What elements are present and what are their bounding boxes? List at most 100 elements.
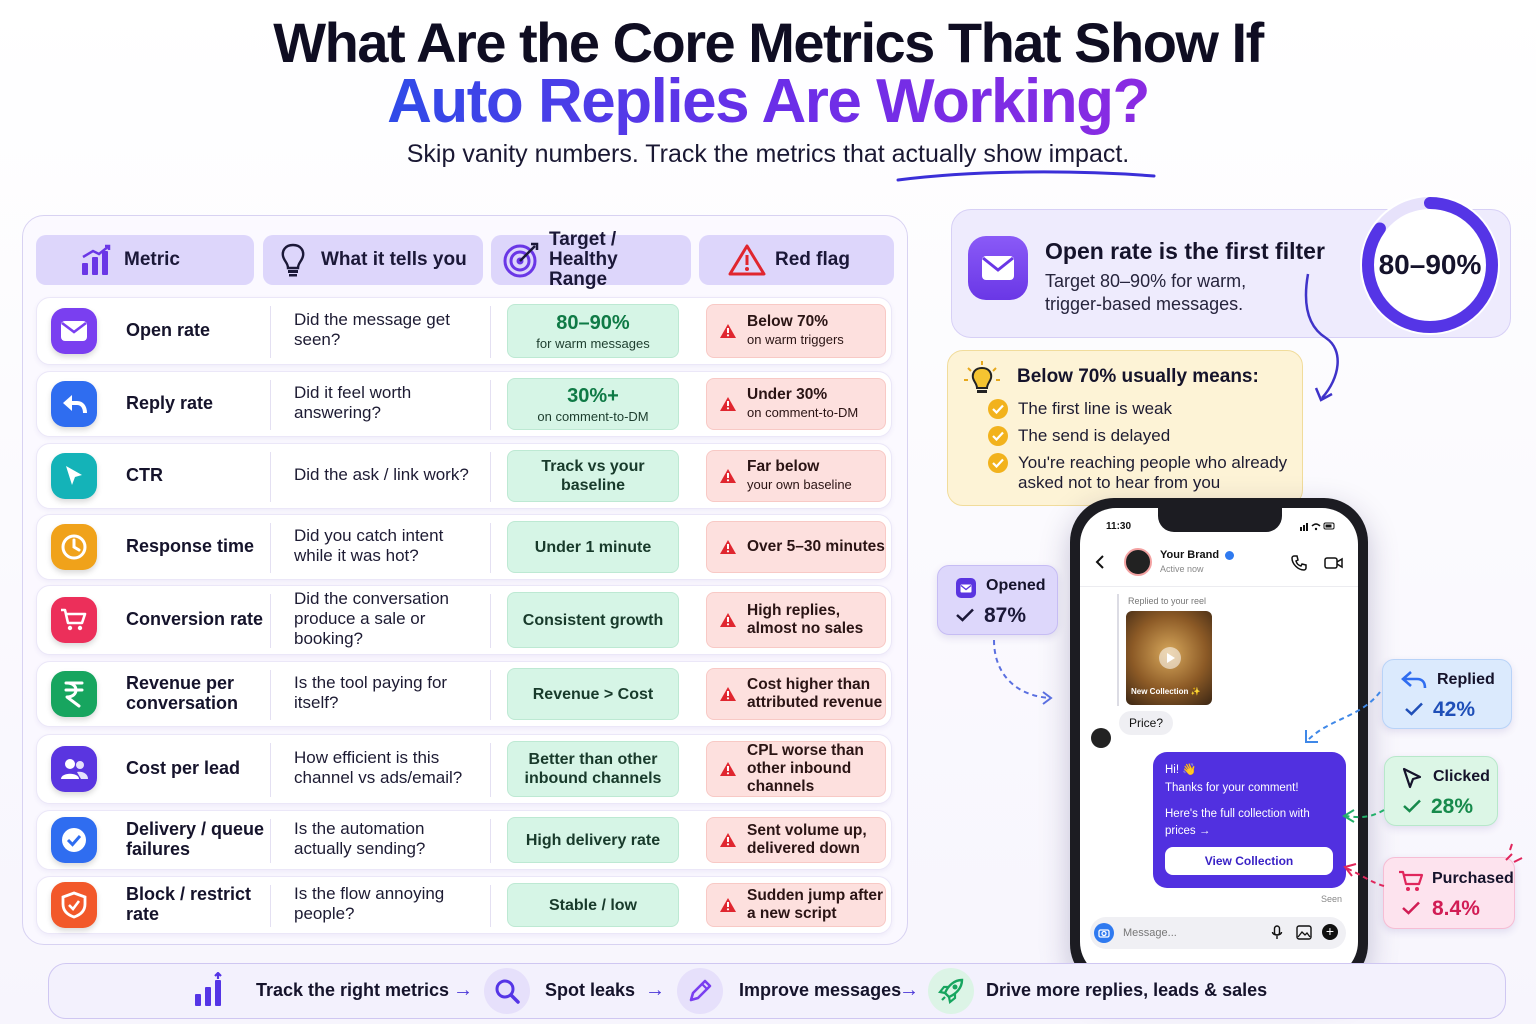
auto-reply-line2: Here's the full collection with prices → <box>1165 808 1310 837</box>
metric-question: Is the automation actually sending? <box>294 819 426 858</box>
warning-icon <box>719 323 741 339</box>
check-icon <box>956 608 974 627</box>
auto-reply-greeting: Hi! 👋 <box>1165 764 1197 776</box>
column-divider <box>490 452 491 502</box>
video-call-icon[interactable] <box>1324 555 1344 576</box>
table-row: Open rate Did the message get seen? 80–90%… <box>36 297 892 365</box>
check-icon <box>988 453 1008 473</box>
microphone-icon[interactable] <box>1271 925 1283 946</box>
footer-step-2: Spot leaks <box>545 980 636 1000</box>
page-title-line2: Auto Replies Are Working? <box>387 67 1150 136</box>
warning-icon <box>719 396 741 412</box>
column-divider <box>270 523 271 573</box>
column-divider <box>270 885 271 927</box>
warning-icon <box>719 468 741 484</box>
target-range: Consistent growth <box>507 592 679 648</box>
metric-question: Did it feel worth answering? <box>294 383 412 422</box>
red-flag-sub: on comment-to-DM <box>747 405 859 420</box>
metric-name: Conversion rate <box>126 609 264 629</box>
page-title-line1: What Are the Core Metrics That Show If <box>273 11 1264 74</box>
reel-caption: New Collection ✨ <box>1131 687 1201 696</box>
below-70-card-title: Below 70% usually means: <box>1017 366 1259 387</box>
warning-icon <box>719 761 741 777</box>
envelope-icon <box>51 308 97 354</box>
camera-icon[interactable] <box>1094 923 1114 943</box>
brand-status: Active now <box>1160 564 1204 574</box>
red-flag-main: Below 70% <box>747 313 828 330</box>
table-row: Cost per lead How efficient is this chann… <box>36 734 892 804</box>
target-main: Revenue > Cost <box>532 685 654 703</box>
rocket-icon <box>928 968 974 1014</box>
reply-arrow-icon <box>1401 670 1427 695</box>
dashed-arrow-purchased <box>1343 863 1385 887</box>
target-main: 30%+ <box>567 384 619 407</box>
red-flag-main: CPL worse than other inbound channels <box>747 742 864 795</box>
column-header-what-it-tells-you: What it tells you <box>263 235 483 285</box>
signal-wifi-battery-icon <box>1300 521 1336 533</box>
red-flag-main: Over 5–30 minutes <box>747 538 885 555</box>
column-divider <box>490 743 491 797</box>
column-divider <box>270 380 271 430</box>
view-collection-button[interactable]: View Collection <box>1165 847 1333 875</box>
red-flag: Far below your own baseline <box>706 450 886 502</box>
table-row: Delivery / queue failures Is the automati… <box>36 810 892 870</box>
open-rate-card-title: Open rate is the first filter <box>1045 238 1325 264</box>
red-flag-main: Cost higher than attributed revenue <box>747 676 883 711</box>
magnifier-icon <box>484 968 530 1014</box>
table-row: Reply rate Did it feel worth answering? 30… <box>36 371 892 437</box>
table-row: CTR Did the ask / link work? Track vs your… <box>36 443 892 509</box>
red-flag-main: Under 30% <box>747 386 828 403</box>
below-70-item: The send is delayed <box>988 426 1170 446</box>
brand-avatar <box>1124 548 1152 576</box>
red-flag: CPL worse than other inbound channels <box>706 741 886 797</box>
column-divider <box>490 523 491 573</box>
column-divider <box>270 452 271 502</box>
table-row: Conversion rate Did the conversation prod… <box>36 585 892 655</box>
below-70-item: The first line is weak <box>988 399 1172 419</box>
footer-bar <box>48 963 1506 1019</box>
reply-quote-bar <box>1117 594 1119 706</box>
phone-call-icon[interactable] <box>1290 554 1308 577</box>
open-rate-ring <box>1360 195 1500 335</box>
column-divider <box>270 743 271 797</box>
metric-question: Did the conversation produce a sale or b… <box>294 589 449 648</box>
metric-name: CTR <box>126 465 163 485</box>
footer-arrow: → <box>899 979 919 1001</box>
add-icon[interactable]: + <box>1322 924 1338 940</box>
back-chevron-icon[interactable] <box>1094 554 1106 575</box>
column-divider <box>490 594 491 648</box>
target-main: Consistent growth <box>522 611 664 629</box>
metric-question: Is the tool paying for itself? <box>294 673 448 712</box>
dashed-arrow-replied <box>1305 691 1381 743</box>
metric-name: Open rate <box>126 320 211 340</box>
red-flag-sub: your own baseline <box>747 477 852 492</box>
gallery-icon[interactable] <box>1296 925 1312 945</box>
metric-question: Is the flow annoying people? <box>294 884 445 923</box>
red-flag-sub: on warm triggers <box>747 332 844 347</box>
play-icon <box>1158 646 1182 675</box>
target-range: Track vs your baseline <box>507 450 679 502</box>
check-icon <box>1405 702 1423 721</box>
open-rate-ring-label: 80–90% <box>1378 249 1482 280</box>
stat-clicked: Clicked 28% <box>1384 756 1498 826</box>
target-main: High delivery rate <box>525 831 661 849</box>
red-flag-main: Far below <box>747 458 820 475</box>
target-main: Better than other inbound channels <box>524 751 662 787</box>
cursor-icon <box>51 453 97 499</box>
warning-icon <box>727 243 767 277</box>
lightbulb-icon <box>273 242 313 278</box>
red-flag: High replies, almost no sales <box>706 592 886 648</box>
envelope-icon <box>968 236 1028 300</box>
red-flag-main: Sudden jump after a new script <box>747 887 884 922</box>
pencil-icon <box>677 968 723 1014</box>
verified-badge-icon <box>1225 550 1235 560</box>
dashed-arrow-opened <box>993 639 1053 705</box>
check-icon <box>1403 799 1421 818</box>
warning-icon <box>719 612 741 628</box>
phone-notch <box>1158 508 1282 532</box>
target-sub: on comment-to-DM <box>537 408 649 424</box>
stat-opened: Opened 87% <box>937 565 1058 635</box>
metric-name: Cost per lead <box>126 758 241 778</box>
sparkle-lines <box>1505 843 1523 863</box>
warning-icon <box>719 897 741 913</box>
